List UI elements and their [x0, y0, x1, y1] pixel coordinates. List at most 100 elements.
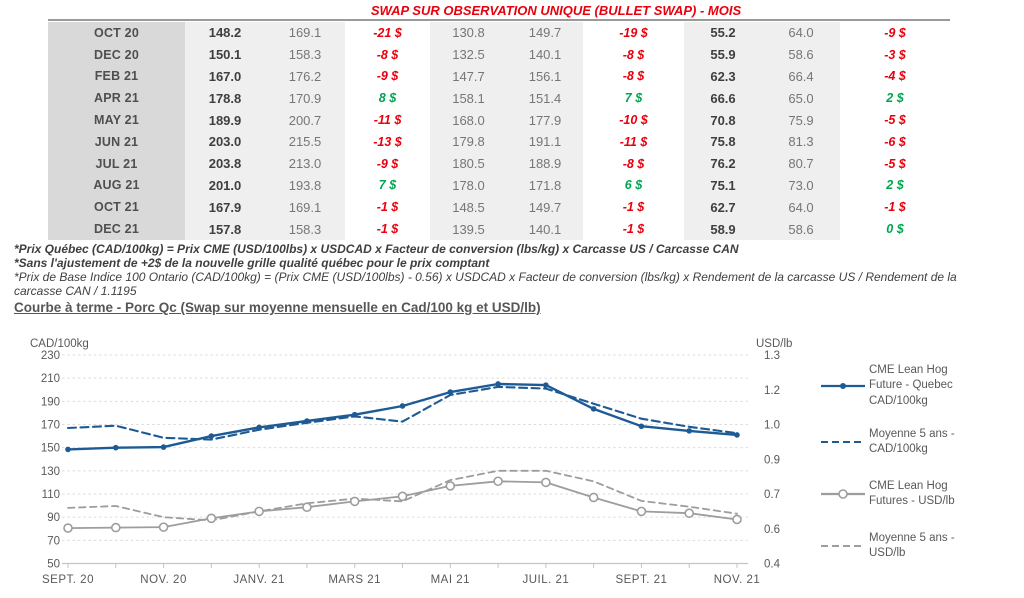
cell-qc-diff: -1 $ — [345, 196, 430, 219]
cell-qc-price: 203.0 — [185, 130, 265, 153]
chart-legend: CME Lean Hog Future - Quebec CAD/100kg Moye… — [820, 330, 1024, 598]
y-right-tick-label: 1.0 — [764, 420, 780, 432]
row-month: FEB 21 — [48, 65, 185, 88]
cell-ont-ref: 171.8 — [507, 174, 583, 197]
cell-qc-price: 178.8 — [185, 87, 265, 110]
cell-ont-price: 180.5 — [430, 152, 507, 175]
y-left-tick-label: 110 — [42, 489, 60, 501]
cell-qc-ref: 213.0 — [265, 152, 345, 175]
cell-ont-diff: 6 $ — [583, 174, 684, 197]
y-left-tick-label: 130 — [41, 466, 60, 478]
cell-ont-price: 147.7 — [430, 65, 507, 88]
futures-curve-plot: SEPT. 20 NOV. 20 JANV. 21 MARS 21 MAI 21 JUIL… — [30, 338, 792, 586]
y-right-tick-label: 0.9 — [764, 454, 780, 466]
x-tick-label: NOV. 21 — [714, 574, 761, 586]
cell-qc-ref: 215.5 — [265, 130, 345, 153]
y-right-tick-label: 1.3 — [764, 350, 780, 362]
cell-ont-diff: -8 $ — [583, 152, 684, 175]
x-tick-label: JUIL. 21 — [522, 574, 569, 586]
cell-ont-ref: 149.7 — [507, 22, 583, 44]
y-left-tick-label: 70 — [47, 535, 60, 547]
row-month: JUL 21 — [48, 152, 185, 175]
futures-curve-chart: SEPT. 20 NOV. 20 JANV. 21 MARS 21 MAI 21 JUIL… — [0, 330, 1024, 598]
cell-qc-price: 157.8 — [185, 218, 265, 240]
cell-cme-price: 66.6 — [684, 87, 762, 110]
cell-cme-price: 55.9 — [684, 43, 762, 66]
cell-cme-diff: -4 $ — [840, 65, 950, 88]
row-month: DEC 20 — [48, 43, 185, 66]
cell-qc-diff: -21 $ — [345, 22, 430, 44]
title-rule — [48, 19, 950, 21]
y-left-tick-label: 50 — [47, 559, 60, 571]
cell-qc-price: 150.1 — [185, 43, 265, 66]
footnotes: *Prix Québec (CAD/100kg) = Prix CME (USD… — [14, 242, 957, 298]
series-markers-2 — [63, 476, 742, 533]
legend-label: CME Lean Hog Future - Quebec CAD/100kg — [869, 363, 953, 407]
legend-label: Moyenne 5 ans - CAD/100kg — [869, 427, 955, 456]
legend-entry-2: CME Lean Hog Futures - USD/lb — [820, 478, 955, 510]
cell-qc-ref: 193.8 — [265, 174, 345, 197]
legend-entry-1: Moyenne 5 ans - CAD/100kg — [820, 426, 955, 458]
cell-cme-price: 62.3 — [684, 65, 762, 88]
legend-marker-solid-line-icon — [821, 489, 865, 499]
cell-qc-price: 203.8 — [185, 152, 265, 175]
y-left-tick-label: 210 — [41, 373, 60, 385]
cell-cme-ref: 58.6 — [762, 218, 840, 240]
cell-cme-price: 76.2 — [684, 152, 762, 175]
x-tick-label: SEPT. 20 — [42, 574, 94, 586]
cell-qc-price: 201.0 — [185, 174, 265, 197]
x-tick-label: MAI 21 — [431, 574, 470, 586]
series-line-2 — [67, 480, 738, 529]
cell-cme-diff: -5 $ — [840, 152, 950, 175]
cell-cme-diff: -9 $ — [840, 22, 950, 44]
cell-cme-diff: 0 $ — [840, 218, 950, 240]
cell-qc-diff: -13 $ — [345, 130, 430, 153]
cell-cme-ref: 73.0 — [762, 174, 840, 197]
cell-qc-diff: 8 $ — [345, 87, 430, 110]
y-left-axis-title: CAD/100kg — [30, 338, 89, 350]
cell-cme-diff: 2 $ — [840, 174, 950, 197]
cell-cme-price: 75.1 — [684, 174, 762, 197]
cell-ont-ref: 177.9 — [507, 109, 583, 131]
cell-ont-ref: 188.9 — [507, 152, 583, 175]
cell-qc-ref: 176.2 — [265, 65, 345, 88]
cell-ont-price: 132.5 — [430, 43, 507, 66]
cell-qc-ref: 169.1 — [265, 196, 345, 219]
cell-cme-ref: 64.0 — [762, 196, 840, 219]
cell-qc-ref: 158.3 — [265, 43, 345, 66]
cell-cme-diff: -1 $ — [840, 196, 950, 219]
cell-qc-diff: -9 $ — [345, 65, 430, 88]
y-left-tick-label: 90 — [47, 512, 60, 524]
y-left-tick-label: 170 — [41, 420, 60, 432]
cell-ont-price: 179.8 — [430, 130, 507, 153]
cell-cme-ref: 58.6 — [762, 43, 840, 66]
cell-ont-ref: 156.1 — [507, 65, 583, 88]
x-axis: SEPT. 20 NOV. 20 JANV. 21 MARS 21 MAI 21 JUIL… — [42, 562, 761, 586]
cell-qc-price: 167.0 — [185, 65, 265, 88]
swap-table: OCT 20 148.2 169.1 -21 $130.8 149.7 -19 $55.2… — [48, 22, 950, 240]
cell-qc-diff: 7 $ — [345, 174, 430, 197]
cell-qc-ref: 200.7 — [265, 109, 345, 131]
cell-cme-diff: 2 $ — [840, 87, 950, 110]
cell-ont-price: 148.5 — [430, 196, 507, 219]
cell-ont-diff: -11 $ — [583, 130, 684, 153]
cell-cme-ref: 66.4 — [762, 65, 840, 88]
legend-entry-0: CME Lean Hog Future - Quebec CAD/100kg — [820, 362, 953, 410]
cell-ont-price: 158.1 — [430, 87, 507, 110]
y-left-tick-label: 190 — [41, 396, 60, 408]
cell-ont-price: 130.8 — [430, 22, 507, 44]
cell-cme-price: 62.7 — [684, 196, 762, 219]
cell-ont-ref: 191.1 — [507, 130, 583, 153]
cell-ont-diff: -10 $ — [583, 109, 684, 131]
cell-ont-ref: 151.4 — [507, 87, 583, 110]
footnote-line-4: carcasse CAN / 1.1195 — [14, 284, 137, 298]
y-axis-left: 230 210 190 170 150 130 110 90 70 50 CAD/100kg — [30, 338, 89, 571]
y-right-tick-label: 0.4 — [764, 559, 781, 571]
legend-entry-3: Moyenne 5 ans - USD/lb — [820, 530, 955, 562]
row-month: AUG 21 — [48, 174, 185, 197]
cell-ont-price: 178.0 — [430, 174, 507, 197]
y-left-tick-label: 230 — [41, 350, 60, 362]
cell-ont-ref: 140.1 — [507, 218, 583, 240]
x-tick-label: NOV. 20 — [140, 574, 187, 586]
